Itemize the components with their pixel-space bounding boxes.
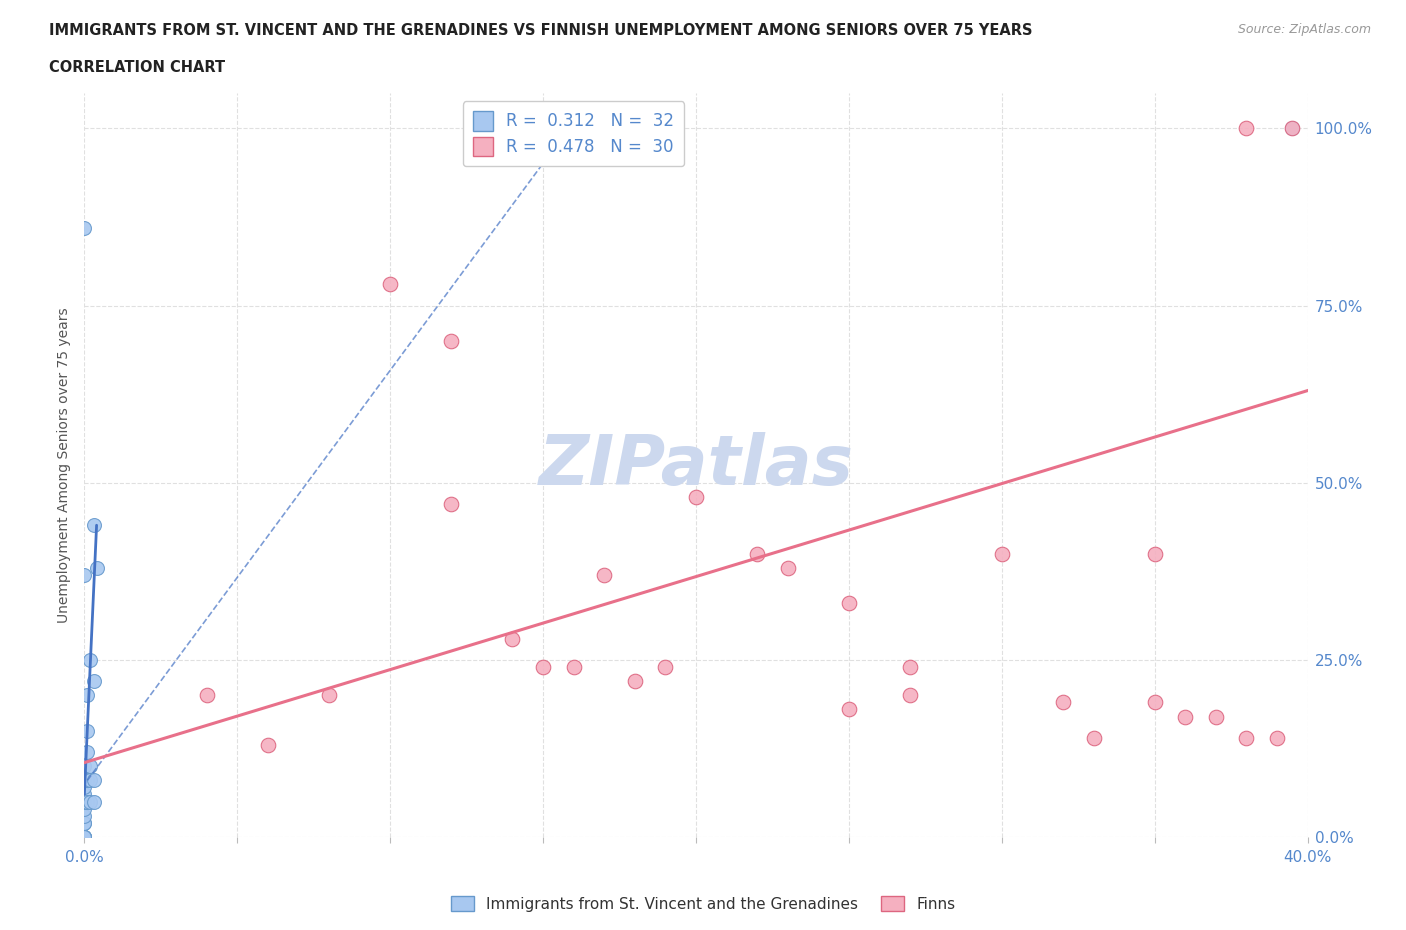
Point bbox=[73, 780, 96, 795]
Point bbox=[76, 688, 98, 703]
Point bbox=[195, 688, 218, 703]
Point bbox=[380, 277, 402, 292]
Point bbox=[1174, 709, 1197, 724]
Point bbox=[838, 702, 860, 717]
Legend: Immigrants from St. Vincent and the Grenadines, Finns: Immigrants from St. Vincent and the Gren… bbox=[444, 889, 962, 918]
Point bbox=[73, 794, 96, 809]
Point bbox=[73, 759, 96, 774]
Point bbox=[73, 830, 96, 844]
Legend: R =  0.312   N =  32, R =  0.478   N =  30: R = 0.312 N = 32, R = 0.478 N = 30 bbox=[463, 101, 685, 166]
Point bbox=[440, 497, 463, 512]
Point bbox=[898, 659, 921, 674]
Text: IMMIGRANTS FROM ST. VINCENT AND THE GRENADINES VS FINNISH UNEMPLOYMENT AMONG SEN: IMMIGRANTS FROM ST. VINCENT AND THE GREN… bbox=[49, 23, 1033, 38]
Point bbox=[1281, 121, 1303, 136]
Point bbox=[654, 659, 676, 674]
Point bbox=[685, 489, 707, 504]
Point bbox=[73, 787, 96, 802]
Point bbox=[73, 830, 96, 844]
Point bbox=[73, 808, 96, 823]
Point bbox=[531, 659, 554, 674]
Point bbox=[502, 631, 524, 646]
Point bbox=[624, 673, 647, 688]
Point bbox=[838, 596, 860, 611]
Point bbox=[1236, 121, 1258, 136]
Point bbox=[1205, 709, 1227, 724]
Point bbox=[1083, 730, 1105, 745]
Point bbox=[991, 546, 1014, 561]
Point bbox=[86, 560, 108, 575]
Y-axis label: Unemployment Among Seniors over 75 years: Unemployment Among Seniors over 75 years bbox=[58, 307, 72, 623]
Point bbox=[562, 659, 585, 674]
Point bbox=[73, 830, 96, 844]
Point bbox=[898, 688, 921, 703]
Point bbox=[79, 653, 101, 668]
Point bbox=[73, 802, 96, 817]
Point bbox=[79, 773, 101, 788]
Text: CORRELATION CHART: CORRELATION CHART bbox=[49, 60, 225, 75]
Point bbox=[318, 688, 340, 703]
Point bbox=[76, 724, 98, 738]
Text: Source: ZipAtlas.com: Source: ZipAtlas.com bbox=[1237, 23, 1371, 36]
Point bbox=[593, 567, 616, 582]
Point bbox=[73, 816, 96, 830]
Text: ZIPatlas: ZIPatlas bbox=[538, 432, 853, 498]
Point bbox=[83, 773, 105, 788]
Point bbox=[79, 794, 101, 809]
Point bbox=[1265, 730, 1288, 745]
Point bbox=[747, 546, 769, 561]
Point bbox=[73, 830, 96, 844]
Point bbox=[73, 830, 96, 844]
Point bbox=[1143, 695, 1166, 710]
Point bbox=[257, 737, 280, 752]
Point bbox=[83, 673, 105, 688]
Point bbox=[76, 794, 98, 809]
Point bbox=[83, 794, 105, 809]
Point bbox=[73, 567, 96, 582]
Point bbox=[1052, 695, 1074, 710]
Point bbox=[440, 334, 463, 349]
Point bbox=[73, 830, 96, 844]
Point bbox=[76, 745, 98, 760]
Point bbox=[73, 220, 96, 235]
Point bbox=[1236, 730, 1258, 745]
Point bbox=[1281, 121, 1303, 136]
Point bbox=[1143, 546, 1166, 561]
Point bbox=[83, 518, 105, 533]
Point bbox=[73, 773, 96, 788]
Point bbox=[776, 560, 799, 575]
Point bbox=[73, 816, 96, 830]
Point bbox=[76, 773, 98, 788]
Point bbox=[79, 759, 101, 774]
